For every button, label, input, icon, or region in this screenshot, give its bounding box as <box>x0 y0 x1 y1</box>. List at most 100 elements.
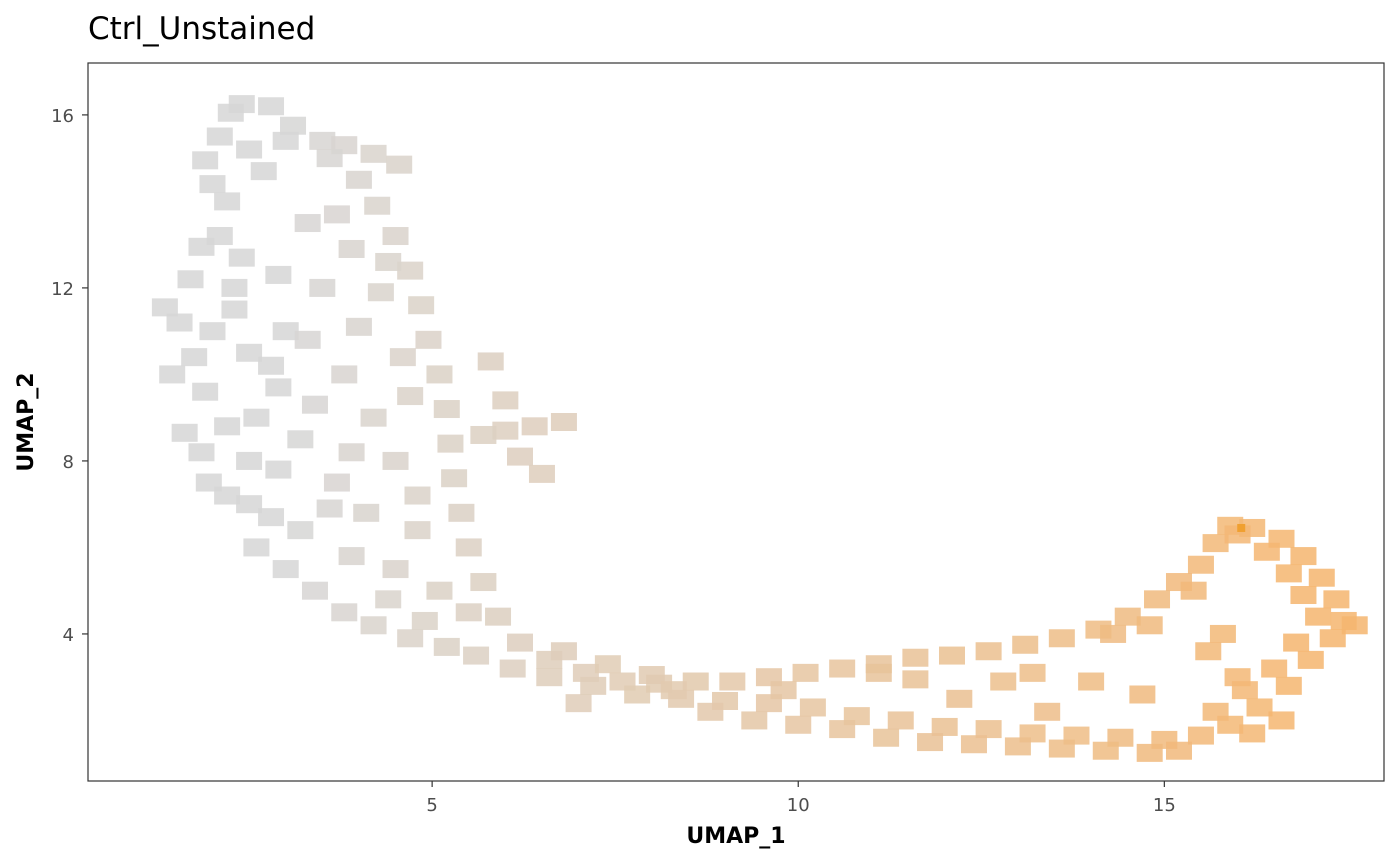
data-point <box>236 495 263 514</box>
data-point <box>975 720 1002 739</box>
data-point <box>375 590 402 609</box>
data-point <box>345 170 372 189</box>
data-point <box>917 733 944 752</box>
data-point <box>507 447 533 466</box>
data-point <box>404 486 431 505</box>
y-tick-label: 12 <box>51 279 74 300</box>
data-point <box>470 573 497 592</box>
data-point <box>785 715 812 734</box>
data-point <box>770 681 797 700</box>
data-point <box>166 313 193 332</box>
data-point <box>799 698 826 717</box>
data-point <box>316 499 343 518</box>
data-point <box>294 330 321 349</box>
data-point <box>433 400 460 419</box>
data-point <box>1319 629 1346 648</box>
data-point <box>375 252 402 271</box>
data-point <box>408 296 435 315</box>
data-point <box>1165 741 1192 760</box>
data-point <box>397 261 424 280</box>
data-point <box>536 668 563 687</box>
chart-title: Ctrl_Unstained <box>88 11 315 47</box>
data-point <box>301 581 328 600</box>
data-point <box>206 227 233 246</box>
data-point <box>507 633 533 652</box>
data-point <box>448 503 475 522</box>
data-point <box>1114 607 1141 626</box>
data-point <box>499 659 526 678</box>
data-point <box>792 663 819 682</box>
data-point <box>719 672 746 691</box>
data-point <box>1187 726 1214 745</box>
data-point <box>946 689 973 708</box>
data-point <box>433 637 460 656</box>
data-point <box>1323 590 1350 609</box>
data-point <box>931 717 958 736</box>
data-point <box>360 616 387 635</box>
data-point <box>272 560 299 579</box>
data-point <box>1246 698 1273 717</box>
data-point <box>1209 624 1236 643</box>
data-point <box>1187 555 1214 574</box>
data-point <box>228 95 255 114</box>
data-point <box>485 607 512 626</box>
data-point <box>360 408 387 427</box>
data-point <box>1136 743 1163 762</box>
data-point <box>382 227 409 246</box>
data-points <box>151 95 1368 762</box>
data-point <box>258 508 285 527</box>
data-point <box>902 670 929 689</box>
data-point <box>1202 534 1229 553</box>
data-point <box>188 443 215 462</box>
data-point <box>309 278 336 297</box>
data-point <box>1305 607 1332 626</box>
data-point <box>364 196 391 215</box>
data-point <box>455 538 482 557</box>
data-point <box>441 469 468 488</box>
data-point <box>265 265 292 284</box>
plot-panel <box>87 62 1385 782</box>
data-point <box>1308 568 1335 587</box>
x-tick-label: 10 <box>787 795 810 816</box>
data-point <box>221 278 248 297</box>
data-point <box>990 672 1017 691</box>
data-point <box>1180 581 1207 600</box>
y-tick-label: 8 <box>63 452 74 473</box>
data-point <box>214 417 241 436</box>
data-point <box>939 646 965 665</box>
data-point <box>397 629 424 648</box>
data-point <box>1034 702 1061 721</box>
data-point <box>609 672 636 691</box>
data-point <box>565 694 592 713</box>
data-point <box>243 408 270 427</box>
data-point <box>1253 542 1280 561</box>
data-point <box>177 270 204 289</box>
y-tick-label: 16 <box>51 106 74 127</box>
data-point <box>975 642 1002 661</box>
data-point <box>1092 741 1119 760</box>
data-point <box>1202 702 1229 721</box>
data-point <box>1290 547 1317 566</box>
data-point <box>1012 635 1039 654</box>
data-point <box>492 391 519 410</box>
data-point <box>865 663 892 682</box>
data-point <box>1341 616 1368 635</box>
y-axis-ticks: 4 8 12 16 <box>51 106 88 646</box>
data-point <box>1283 633 1310 652</box>
data-point <box>272 131 299 150</box>
data-point <box>287 430 314 449</box>
data-point <box>250 162 277 181</box>
data-point <box>550 642 577 661</box>
data-point <box>353 503 380 522</box>
data-point <box>1100 624 1127 643</box>
data-point <box>1136 616 1163 635</box>
x-tick-label: 5 <box>426 795 437 816</box>
data-point <box>151 298 178 317</box>
data-point <box>345 317 372 336</box>
data-point <box>1239 724 1266 743</box>
data-point <box>411 611 438 630</box>
data-point <box>199 322 226 341</box>
data-point <box>426 365 453 384</box>
x-axis-label: UMAP_1 <box>686 824 785 849</box>
